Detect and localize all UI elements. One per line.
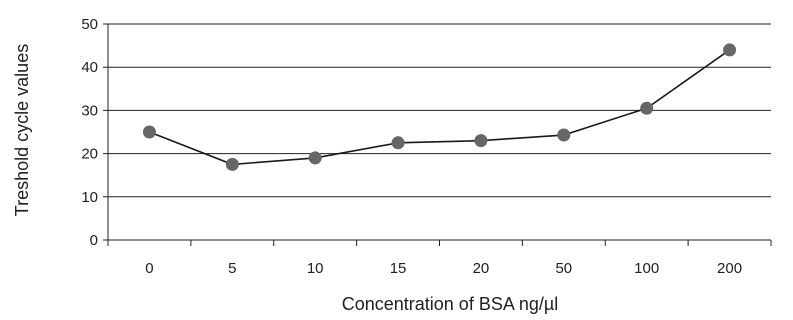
data-point [723,43,737,57]
x-tick-label: 10 [307,260,324,277]
x-axis-ticks: 0 5 10 15 20 50 100 200 [107,240,772,277]
data-point [308,151,322,165]
series-line [149,49,731,166]
x-tick-label: 50 [555,260,572,277]
series-group [142,43,737,171]
x-axis-label: Concentration of BSA ng/µl [342,294,559,314]
grid-lines [108,23,771,198]
x-tick-label: 200 [717,260,742,277]
data-point [391,136,405,150]
y-axis-label: Treshold cycle values [12,44,32,216]
x-tick-label: 20 [473,260,490,277]
x-tick-label: 5 [228,260,236,277]
y-tick-label: 50 [81,16,98,33]
y-tick-label: 40 [81,59,98,76]
data-point [142,125,156,139]
y-tick-label: 10 [81,189,98,206]
data-point [640,101,654,115]
y-tick-label: 30 [81,102,98,119]
x-tick-label: 0 [145,260,153,277]
data-point [225,157,239,171]
axes [107,24,771,241]
y-tick-label: 20 [81,146,98,163]
x-tick-label: 15 [390,260,407,277]
data-point [557,128,571,142]
y-axis-ticks: 0 10 20 30 40 50 [81,16,108,249]
y-tick-label: 0 [90,232,98,249]
x-tick-label: 100 [634,260,659,277]
data-point [474,134,488,148]
